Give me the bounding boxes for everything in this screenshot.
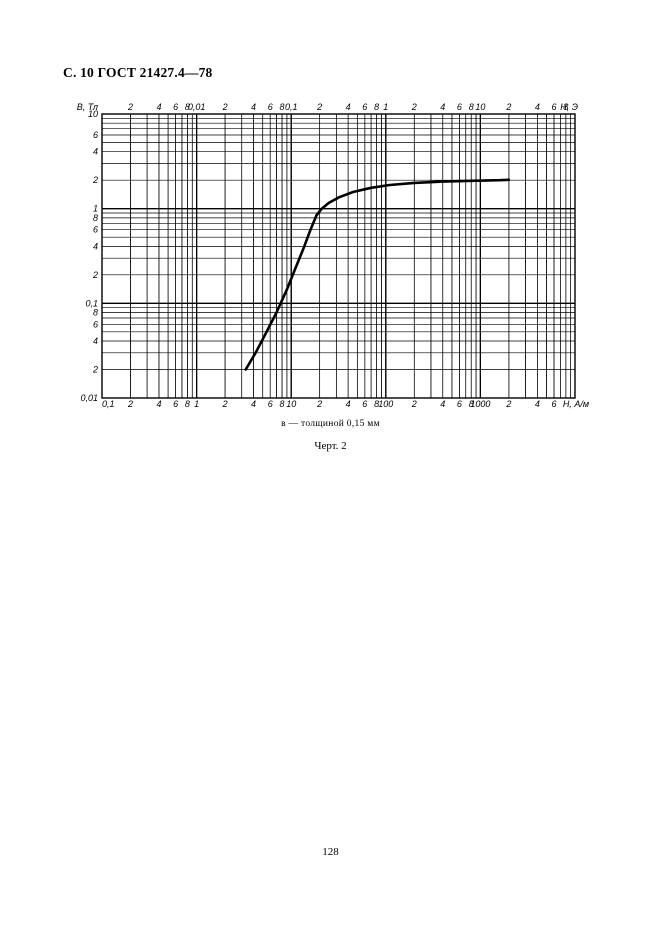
y-tick-label: 4 — [93, 147, 98, 157]
x-bottom-tick-label: 100 — [378, 399, 393, 409]
series-line-0 — [244, 178, 511, 371]
x-top-tick-label: 0,1 — [285, 102, 298, 112]
y-tick-label: 8 — [93, 308, 98, 318]
x-top-tick-label: 2 — [127, 102, 133, 112]
y-tick-label: 6 — [93, 319, 98, 329]
y-tick-label: 2 — [92, 270, 98, 280]
x-bottom-tick-label: 4 — [156, 399, 161, 409]
x-bottom-tick-label: 1000 — [470, 399, 490, 409]
page-header: С. 10 ГОСТ 21427.4—78 — [63, 65, 213, 80]
y-tick-label: 0,01 — [80, 393, 98, 403]
x-top-tick-label: 2 — [411, 102, 417, 112]
x-bottom-tick-label: 4 — [440, 399, 445, 409]
figure-label: Черт. 2 — [314, 440, 347, 452]
x-top-tick-label: 6 — [457, 102, 462, 112]
x-bottom-tick-label: 2 — [316, 399, 322, 409]
x-top-tick-label: 8 — [280, 102, 285, 112]
x-top-tick-label: 6 — [552, 102, 557, 112]
x-top-tick-label: 2 — [316, 102, 322, 112]
x-bottom-tick-label: 4 — [346, 399, 351, 409]
x-bottom-tick-label: 2 — [222, 399, 228, 409]
x-bottom-tick-label: 8 — [469, 399, 474, 409]
x-bottom-tick-label: 6 — [268, 399, 273, 409]
y-tick-label: 6 — [93, 225, 98, 235]
x-bottom-tick-label: 4 — [535, 399, 540, 409]
x-top-tick-label: 2 — [505, 102, 511, 112]
x-top-tick-label: 8 — [185, 102, 190, 112]
x-top-tick-label: 0,01 — [188, 102, 206, 112]
x-top-tick-label: 4 — [156, 102, 161, 112]
y-tick-label: 4 — [93, 336, 98, 346]
y-tick-label: 8 — [93, 213, 98, 223]
x-top-tick-label: 6 — [362, 102, 367, 112]
x-top-tick-label: 10 — [475, 102, 485, 112]
x-bottom-tick-label: 8 — [374, 399, 379, 409]
x-top-tick-label: 1 — [383, 102, 388, 112]
y-tick-label: 1 — [93, 204, 98, 214]
x-bottom-tick-label: 4 — [251, 399, 256, 409]
y-tick-label: 2 — [92, 365, 98, 375]
x-top-tick-label: 8 — [563, 102, 568, 112]
x-bottom-tick-label: 8 — [280, 399, 285, 409]
y-axis-label: В, Тл — [77, 102, 98, 112]
x-bottom-tick-label: 8 — [185, 399, 190, 409]
x-bottom-tick-label: 6 — [173, 399, 178, 409]
x-top-tick-label: 8 — [469, 102, 474, 112]
x-top-tick-label: 2 — [222, 102, 228, 112]
x-top-tick-label: 6 — [268, 102, 273, 112]
page-number: 128 — [322, 846, 339, 858]
x-top-tick-label: 4 — [346, 102, 351, 112]
chart-series — [244, 178, 511, 371]
x-top-axis-label: Н, Э — [560, 102, 578, 112]
x-top-tick-label: 6 — [173, 102, 178, 112]
x-top-tick-label: 4 — [251, 102, 256, 112]
x-bottom-tick-label: 2 — [505, 399, 511, 409]
x-bottom-tick-label: 2 — [411, 399, 417, 409]
x-bottom-tick-label: 1 — [194, 399, 199, 409]
y-tick-label: 4 — [93, 241, 98, 251]
chart-frame — [101, 113, 576, 399]
x-bottom-tick-label: 6 — [552, 399, 557, 409]
x-bottom-tick-label: 2 — [127, 399, 133, 409]
y-tick-label: 0,1 — [85, 298, 98, 308]
y-tick-label: 6 — [93, 130, 98, 140]
chart-caption: в — толщиной 0,15 мм — [281, 419, 380, 429]
x-bottom-tick-label: 6 — [457, 399, 462, 409]
y-tick-label: 2 — [92, 175, 98, 185]
chart-grid — [102, 114, 575, 398]
x-top-tick-label: 8 — [374, 102, 379, 112]
x-bottom-tick-label: 6 — [362, 399, 367, 409]
y-tick-label: 10 — [88, 109, 98, 119]
x-top-tick-label: 4 — [440, 102, 445, 112]
x-bottom-tick-label: 0,1 — [102, 399, 115, 409]
x-top-tick-label: 4 — [535, 102, 540, 112]
x-bottom-tick-label: 10 — [286, 399, 296, 409]
x-bottom-axis-label: Н, А/м — [563, 399, 589, 409]
